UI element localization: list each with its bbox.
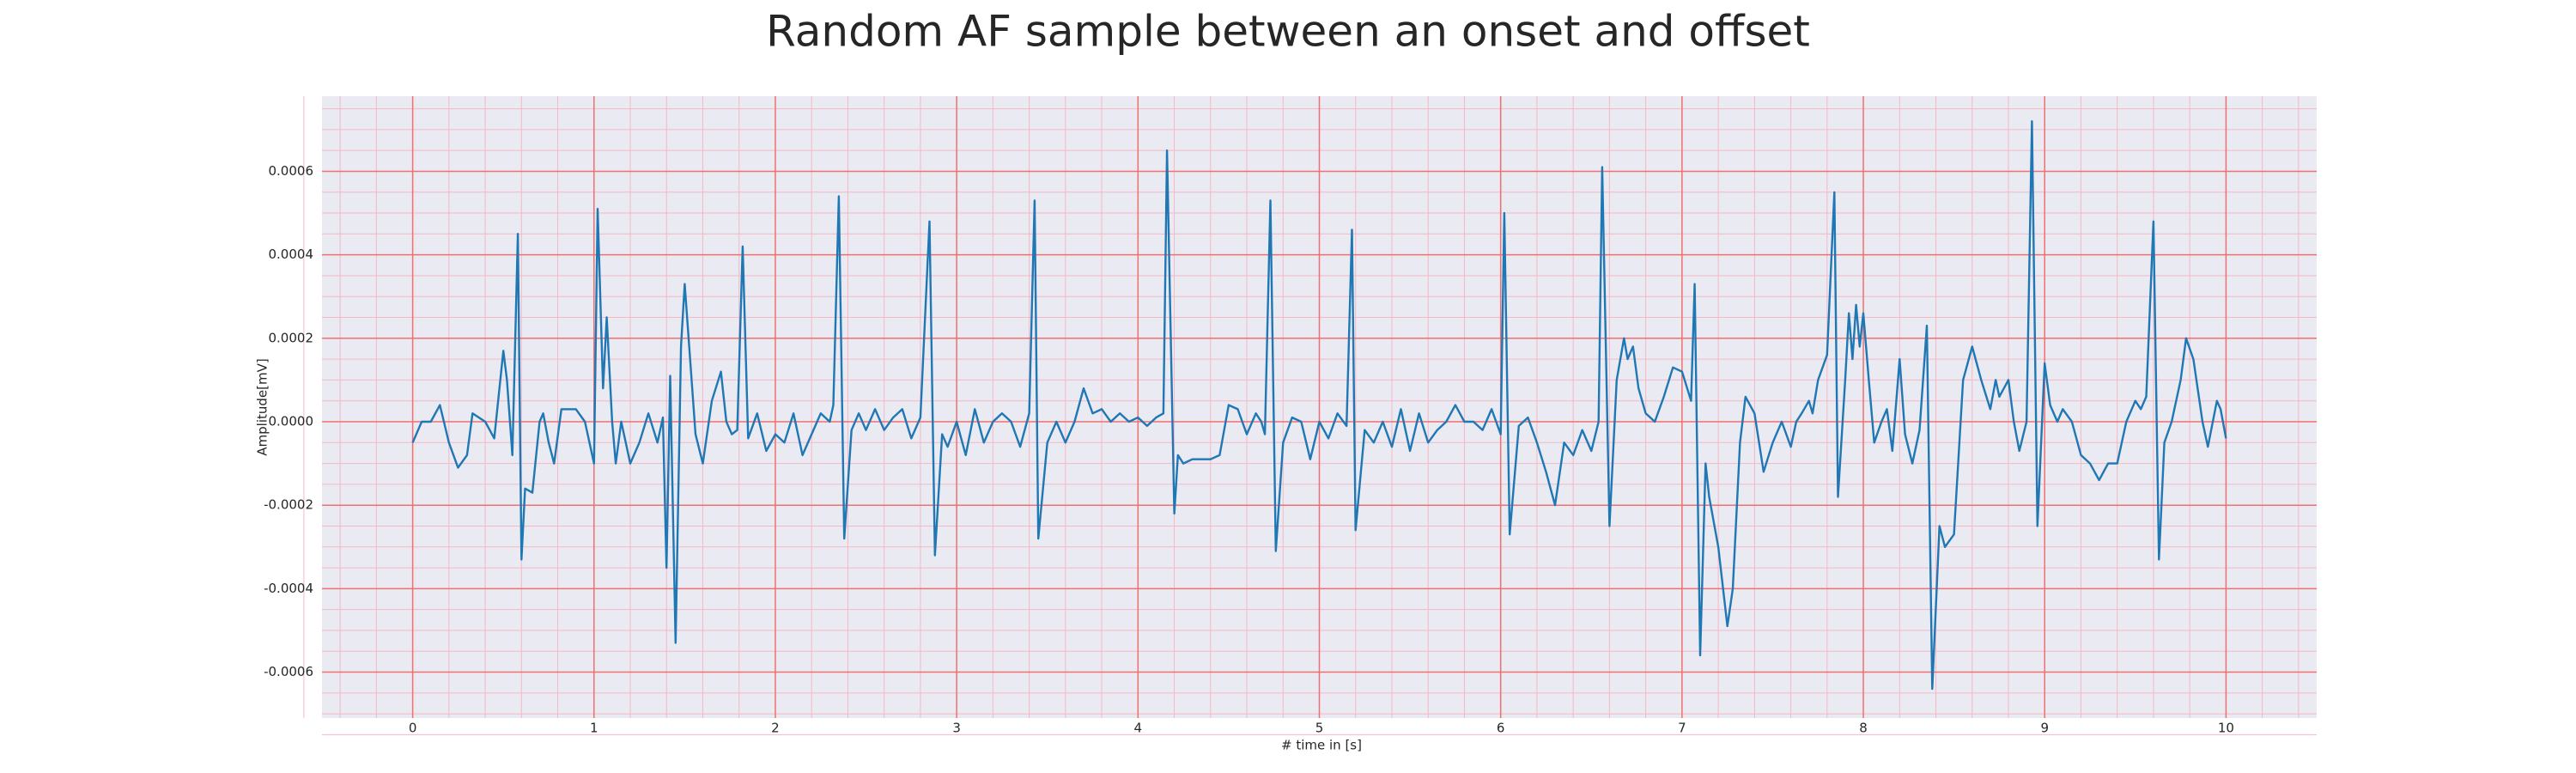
y-axis-label: Amplitude[mV]	[255, 358, 270, 455]
y-tick-label: 0.0006	[269, 163, 314, 179]
y-tick-label: 0.0000	[269, 414, 314, 429]
x-tick-label: 2	[771, 721, 780, 736]
chart-title: Random AF sample between an onset and of…	[766, 7, 1810, 57]
y-tick-label: -0.0004	[264, 581, 313, 596]
x-tick-label: 3	[952, 721, 961, 736]
x-axis-label: # time in [s]	[1281, 738, 1362, 753]
x-tick-label: 9	[2040, 721, 2049, 736]
x-tick-label: 7	[1678, 721, 1686, 736]
x-tick-label: 4	[1134, 721, 1143, 736]
x-tick-label: 10	[2218, 721, 2234, 736]
x-tick-label: 1	[590, 721, 598, 736]
y-tick-label: -0.0002	[264, 497, 313, 513]
y-tick-label: -0.0006	[264, 664, 313, 679]
y-tick-label: 0.0004	[269, 247, 314, 262]
x-tick-label: 8	[1859, 721, 1868, 736]
marks	[411, 120, 2227, 691]
signal-line	[411, 120, 2227, 691]
y-tick-label: 0.0002	[269, 330, 314, 345]
x-tick-label: 6	[1497, 721, 1505, 736]
x-tick-label: 0	[409, 721, 417, 736]
x-tick-label: 5	[1315, 721, 1324, 736]
